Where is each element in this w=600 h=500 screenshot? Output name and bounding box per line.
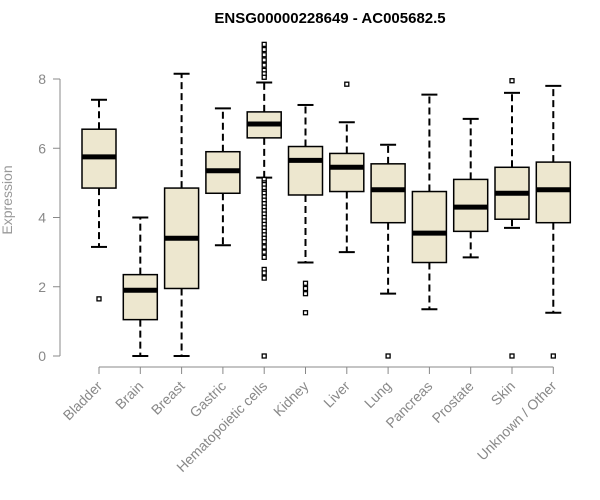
outlier-point (302, 280, 309, 286)
y-tick-label: 8 (38, 71, 46, 87)
box-iqr (370, 163, 406, 224)
outlier-point (302, 310, 309, 316)
box-group (329, 81, 365, 254)
outlier-point (302, 285, 309, 292)
outlier-point (385, 353, 391, 359)
outlier-point (261, 244, 267, 250)
y-tick-label: 2 (38, 279, 46, 295)
outlier-point (302, 291, 309, 297)
y-axis-label: Expression (0, 165, 15, 234)
box-iqr (411, 190, 448, 264)
outlier-point (261, 270, 267, 276)
outlier-point (261, 62, 267, 68)
box-group (287, 103, 324, 316)
x-tick-label: Lung (361, 378, 394, 411)
box-group (163, 72, 200, 357)
boxes-group (81, 41, 572, 359)
outlier-point (261, 353, 267, 359)
x-tick-label: Prostate (429, 378, 477, 426)
box-iqr (535, 161, 572, 224)
box-iqr (329, 152, 365, 193)
outlier-point (509, 78, 515, 84)
box-group (452, 117, 489, 259)
box-group (246, 41, 282, 359)
x-tick-label: Liver (320, 378, 353, 411)
outlier-point (509, 353, 515, 359)
x-tick-label: Breast (148, 378, 188, 418)
outlier-point (261, 239, 267, 245)
box-group (81, 98, 117, 302)
chart-title: ENSG00000228649 - AC005682.5 (214, 10, 445, 27)
outlier-point (96, 296, 102, 302)
outlier-point (261, 74, 267, 80)
y-axis: 0 2 4 6 8 (38, 71, 61, 364)
outlier-point (261, 57, 267, 63)
outlier-point (344, 81, 350, 87)
box-iqr (287, 145, 324, 196)
box-group (411, 93, 448, 311)
outlier-point (261, 46, 267, 53)
box-iqr (122, 273, 159, 321)
outlier-point (261, 52, 267, 58)
outlier-point (550, 353, 556, 359)
x-tick-label: Skin (488, 378, 519, 409)
box-group (205, 107, 241, 247)
y-tick-label: 0 (38, 348, 46, 364)
box-group (122, 216, 159, 357)
box-group (494, 78, 530, 359)
y-tick-label: 6 (38, 140, 46, 156)
box-group (535, 84, 572, 359)
y-tick-label: 4 (38, 210, 46, 226)
outlier-point (261, 249, 267, 255)
x-tick-label: Bladder (60, 378, 106, 424)
x-tick-label: Kidney (270, 378, 312, 420)
outlier-point (261, 254, 267, 260)
outlier-point (261, 275, 267, 281)
box-group (370, 143, 406, 359)
outlier-point (261, 41, 267, 48)
x-tick-label: Brain (112, 378, 146, 412)
